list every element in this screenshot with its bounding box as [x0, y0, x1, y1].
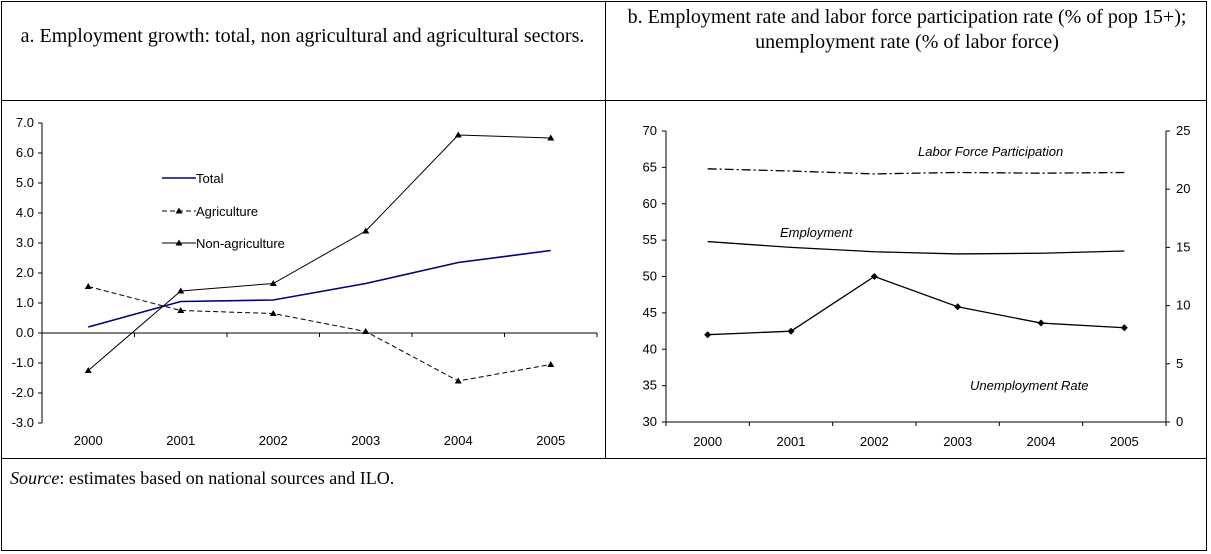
data-point — [269, 280, 277, 286]
y-tick-label: 7.0 — [16, 115, 34, 130]
series-line-non-agriculture — [87, 134, 551, 371]
data-point — [787, 327, 795, 335]
series-label-labor-force: Labor Force Participation — [918, 144, 1063, 159]
data-point — [269, 310, 277, 316]
y-tick-label: 5.0 — [16, 175, 34, 190]
x-tick-label: 2000 — [693, 434, 722, 449]
x-tick-label: 2000 — [74, 433, 103, 448]
chart-b: 30 35 40 45 50 55 60 65 70 0 5 10 15 20 25 2000 2001 2002… — [643, 123, 1191, 449]
x-tick-label: 2002 — [860, 434, 889, 449]
y-tick-label: 1.0 — [16, 295, 34, 310]
y-tick-label: 6.0 — [16, 145, 34, 160]
data-point — [454, 131, 462, 138]
data-point — [84, 283, 92, 289]
y-tick-label: 35 — [643, 378, 657, 393]
legend-label: Non-agriculture — [196, 236, 285, 251]
y2-tick-label: 5 — [1176, 356, 1183, 371]
source-label: Source — [10, 468, 60, 488]
panel-a-title: a. Employment growth: total, non agricul… — [20, 25, 585, 47]
chart-a: -3.0 -2.0 -1.0 0.0 1.0 2.0 3.0 4.0 5.0 6.0 7.0 2000… — [12, 115, 598, 448]
legend-marker — [175, 207, 183, 214]
y-tick-label: 3.0 — [16, 235, 34, 250]
y2-tick-label: 10 — [1176, 298, 1190, 313]
y-tick-label: -3.0 — [12, 415, 34, 430]
panel-b-title: b. Employment rate and labor force parti… — [627, 6, 1187, 53]
source-text: : estimates based on national sources an… — [59, 468, 395, 488]
y-tick-label: -1.0 — [12, 355, 34, 370]
y-tick-label: 60 — [643, 196, 657, 211]
data-point — [177, 287, 185, 294]
y-tick-label: 4.0 — [16, 205, 34, 220]
x-tick-label: 2001 — [166, 433, 195, 448]
series-line — [707, 275, 1125, 336]
y-tick-label: 70 — [643, 123, 657, 138]
data-point — [704, 331, 712, 339]
data-point — [954, 303, 962, 311]
x-tick-label: 2001 — [777, 434, 806, 449]
data-point — [1120, 324, 1128, 332]
x-tick-label: 2004 — [1027, 434, 1056, 449]
data-point — [362, 227, 370, 234]
y-tick-label: 30 — [643, 414, 657, 429]
y-tick-label: 45 — [643, 305, 657, 320]
data-point — [870, 273, 878, 280]
y2-tick-label: 0 — [1176, 414, 1183, 429]
series-line — [707, 240, 1125, 255]
panel-divider — [605, 1, 606, 459]
x-tick-label: 2005 — [536, 433, 565, 448]
x-tick-label: 2003 — [351, 433, 380, 448]
series-line-total — [88, 249, 551, 328]
data-point — [547, 361, 555, 367]
y-tick-label: 65 — [643, 159, 657, 174]
source-note: Source: estimates based on national sour… — [10, 468, 394, 489]
source-divider — [1, 458, 1207, 459]
y-tick-label: 2.0 — [16, 265, 34, 280]
legend-marker — [175, 239, 183, 246]
y-tick-label: -2.0 — [12, 385, 34, 400]
data-point — [362, 328, 370, 334]
legend-label: Agriculture — [196, 204, 258, 219]
series-line-agriculture — [88, 286, 551, 382]
legend-label: Total — [196, 171, 224, 186]
series-line — [707, 168, 1125, 175]
y-tick-label: 55 — [643, 232, 657, 247]
data-point — [547, 134, 555, 141]
series-label-employment: Employment — [780, 225, 854, 240]
title-divider — [1, 100, 1207, 101]
y2-tick-label: 25 — [1176, 123, 1190, 138]
data-point — [454, 377, 462, 384]
data-point — [177, 307, 185, 313]
series-label-unemployment: Unemployment Rate — [970, 378, 1089, 393]
y2-tick-label: 20 — [1176, 181, 1190, 196]
y-tick-label: 50 — [643, 269, 657, 284]
x-tick-label: 2003 — [943, 434, 972, 449]
y-tick-label: 0.0 — [16, 325, 34, 340]
data-point — [84, 367, 92, 373]
y2-tick-label: 15 — [1176, 239, 1190, 254]
data-point — [1037, 319, 1045, 327]
x-tick-label: 2005 — [1110, 434, 1139, 449]
x-tick-label: 2004 — [444, 433, 473, 448]
y-tick-label: 40 — [643, 341, 657, 356]
x-tick-label: 2002 — [259, 433, 288, 448]
